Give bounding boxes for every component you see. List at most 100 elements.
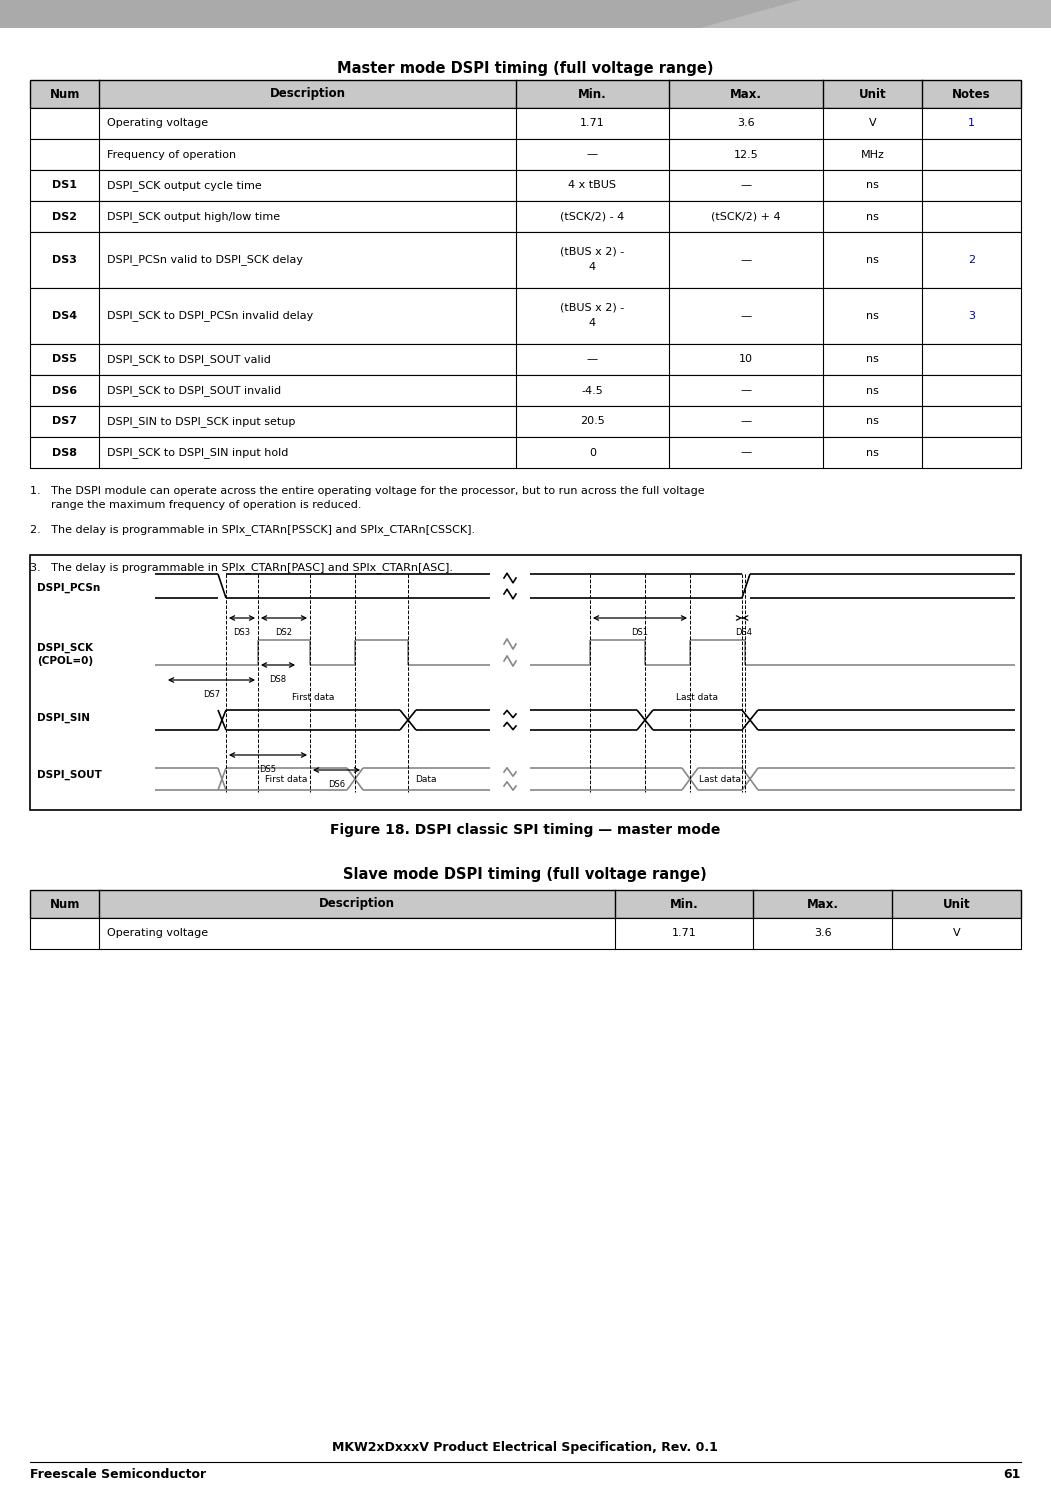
Text: 2.   The delay is programmable in SPIx_CTARn[PSSCK] and SPIx_CTARn[CSSCK].: 2. The delay is programmable in SPIx_CTA… <box>30 524 475 534</box>
Bar <box>30 139 1021 170</box>
Text: MKW2xDxxxV Product Electrical Specification, Rev. 0.1: MKW2xDxxxV Product Electrical Specificat… <box>332 1441 718 1454</box>
Bar <box>30 437 1021 467</box>
Text: 20.5: 20.5 <box>580 417 604 427</box>
Bar <box>30 81 1021 107</box>
Text: 10: 10 <box>739 354 753 364</box>
Bar <box>30 288 1021 343</box>
Text: DS8: DS8 <box>53 448 77 457</box>
Bar <box>30 890 1021 918</box>
Text: Min.: Min. <box>578 88 606 100</box>
Text: Unit: Unit <box>859 88 886 100</box>
Text: DS3: DS3 <box>53 255 77 264</box>
Text: First data: First data <box>292 693 334 702</box>
Text: Unit: Unit <box>943 897 970 911</box>
Text: ns: ns <box>866 212 879 221</box>
Text: Num: Num <box>49 897 80 911</box>
Text: DSPI_SCK to DSPI_SOUT valid: DSPI_SCK to DSPI_SOUT valid <box>107 354 271 364</box>
Bar <box>30 918 1021 950</box>
Text: DS6: DS6 <box>53 385 77 396</box>
Bar <box>30 202 1021 231</box>
Bar <box>30 890 1021 918</box>
Text: 3.   The delay is programmable in SPIx_CTARn[PASC] and SPIx_CTARn[ASC].: 3. The delay is programmable in SPIx_CTA… <box>30 561 453 573</box>
Text: —: — <box>586 149 598 160</box>
Bar <box>30 231 1021 288</box>
Bar <box>30 406 1021 437</box>
Bar <box>30 375 1021 406</box>
Text: Description: Description <box>320 897 395 911</box>
Bar <box>30 343 1021 375</box>
Text: DS8: DS8 <box>269 675 287 684</box>
Text: 0: 0 <box>589 448 596 457</box>
Text: DSPI_SCK output high/low time: DSPI_SCK output high/low time <box>107 211 281 222</box>
Text: DS1: DS1 <box>53 181 77 191</box>
Text: Freescale Semiconductor: Freescale Semiconductor <box>30 1469 206 1481</box>
Text: DS2: DS2 <box>53 212 77 221</box>
Text: DSPI_SIN to DSPI_SCK input setup: DSPI_SIN to DSPI_SCK input setup <box>107 417 295 427</box>
Text: 4 x tBUS: 4 x tBUS <box>569 181 616 191</box>
Text: 1.71: 1.71 <box>672 929 697 939</box>
Text: (tBUS x 2) -: (tBUS x 2) - <box>560 303 624 312</box>
Text: DS6: DS6 <box>328 779 345 788</box>
Bar <box>30 170 1021 202</box>
Text: —: — <box>741 311 751 321</box>
Text: DS4: DS4 <box>735 629 753 638</box>
Text: Operating voltage: Operating voltage <box>107 118 208 128</box>
Text: DS5: DS5 <box>53 354 77 364</box>
Text: 61: 61 <box>1004 1469 1021 1481</box>
Text: DS5: DS5 <box>260 764 276 773</box>
Text: —: — <box>741 448 751 457</box>
Bar <box>30 918 1021 950</box>
Bar <box>30 81 1021 107</box>
Text: V: V <box>868 118 877 128</box>
Text: (tBUS x 2) -: (tBUS x 2) - <box>560 246 624 257</box>
Text: Figure 18. DSPI classic SPI timing — master mode: Figure 18. DSPI classic SPI timing — mas… <box>330 823 720 838</box>
Text: ns: ns <box>866 255 879 264</box>
Text: DSPI_PCSn valid to DSPI_SCK delay: DSPI_PCSn valid to DSPI_SCK delay <box>107 254 304 266</box>
Text: 1: 1 <box>968 118 975 128</box>
Text: —: — <box>586 354 598 364</box>
Text: DSPI_SCK output cycle time: DSPI_SCK output cycle time <box>107 181 262 191</box>
Bar <box>30 375 1021 406</box>
Polygon shape <box>700 0 1051 28</box>
Text: DS2: DS2 <box>275 629 292 638</box>
Text: DSPI_PCSn: DSPI_PCSn <box>37 582 100 593</box>
Text: DS7: DS7 <box>203 690 220 699</box>
Text: DS4: DS4 <box>53 311 77 321</box>
Bar <box>30 406 1021 437</box>
Text: ns: ns <box>866 181 879 191</box>
Text: —: — <box>741 385 751 396</box>
Text: Slave mode DSPI timing (full voltage range): Slave mode DSPI timing (full voltage ran… <box>343 867 707 882</box>
Text: 4: 4 <box>589 318 596 328</box>
Text: 3: 3 <box>968 311 975 321</box>
Text: ns: ns <box>866 417 879 427</box>
Text: —: — <box>741 181 751 191</box>
Text: Last data: Last data <box>676 693 718 702</box>
Text: (tSCK/2) + 4: (tSCK/2) + 4 <box>712 212 781 221</box>
Text: Operating voltage: Operating voltage <box>107 929 208 939</box>
Bar <box>30 288 1021 343</box>
Bar <box>30 107 1021 139</box>
Bar <box>30 555 1021 811</box>
Bar <box>30 202 1021 231</box>
Text: 1.   The DSPI module can operate across the entire operating voltage for the pro: 1. The DSPI module can operate across th… <box>30 487 704 496</box>
Bar <box>30 170 1021 202</box>
Text: DSPI_SOUT: DSPI_SOUT <box>37 770 102 781</box>
Bar <box>30 231 1021 288</box>
Bar <box>30 107 1021 139</box>
Text: MHz: MHz <box>861 149 884 160</box>
Bar <box>30 139 1021 170</box>
Text: 12.5: 12.5 <box>734 149 759 160</box>
Text: Notes: Notes <box>952 88 991 100</box>
Text: ns: ns <box>866 311 879 321</box>
Text: Master mode DSPI timing (full voltage range): Master mode DSPI timing (full voltage ra… <box>336 61 714 76</box>
Text: 2: 2 <box>968 255 975 264</box>
Text: V: V <box>953 929 961 939</box>
Text: DS1: DS1 <box>632 629 648 638</box>
Text: -4.5: -4.5 <box>581 385 603 396</box>
Text: ns: ns <box>866 385 879 396</box>
Bar <box>0 0 1051 28</box>
Text: Min.: Min. <box>669 897 699 911</box>
Text: Max.: Max. <box>730 88 762 100</box>
Text: —: — <box>741 417 751 427</box>
Text: 1.71: 1.71 <box>580 118 604 128</box>
